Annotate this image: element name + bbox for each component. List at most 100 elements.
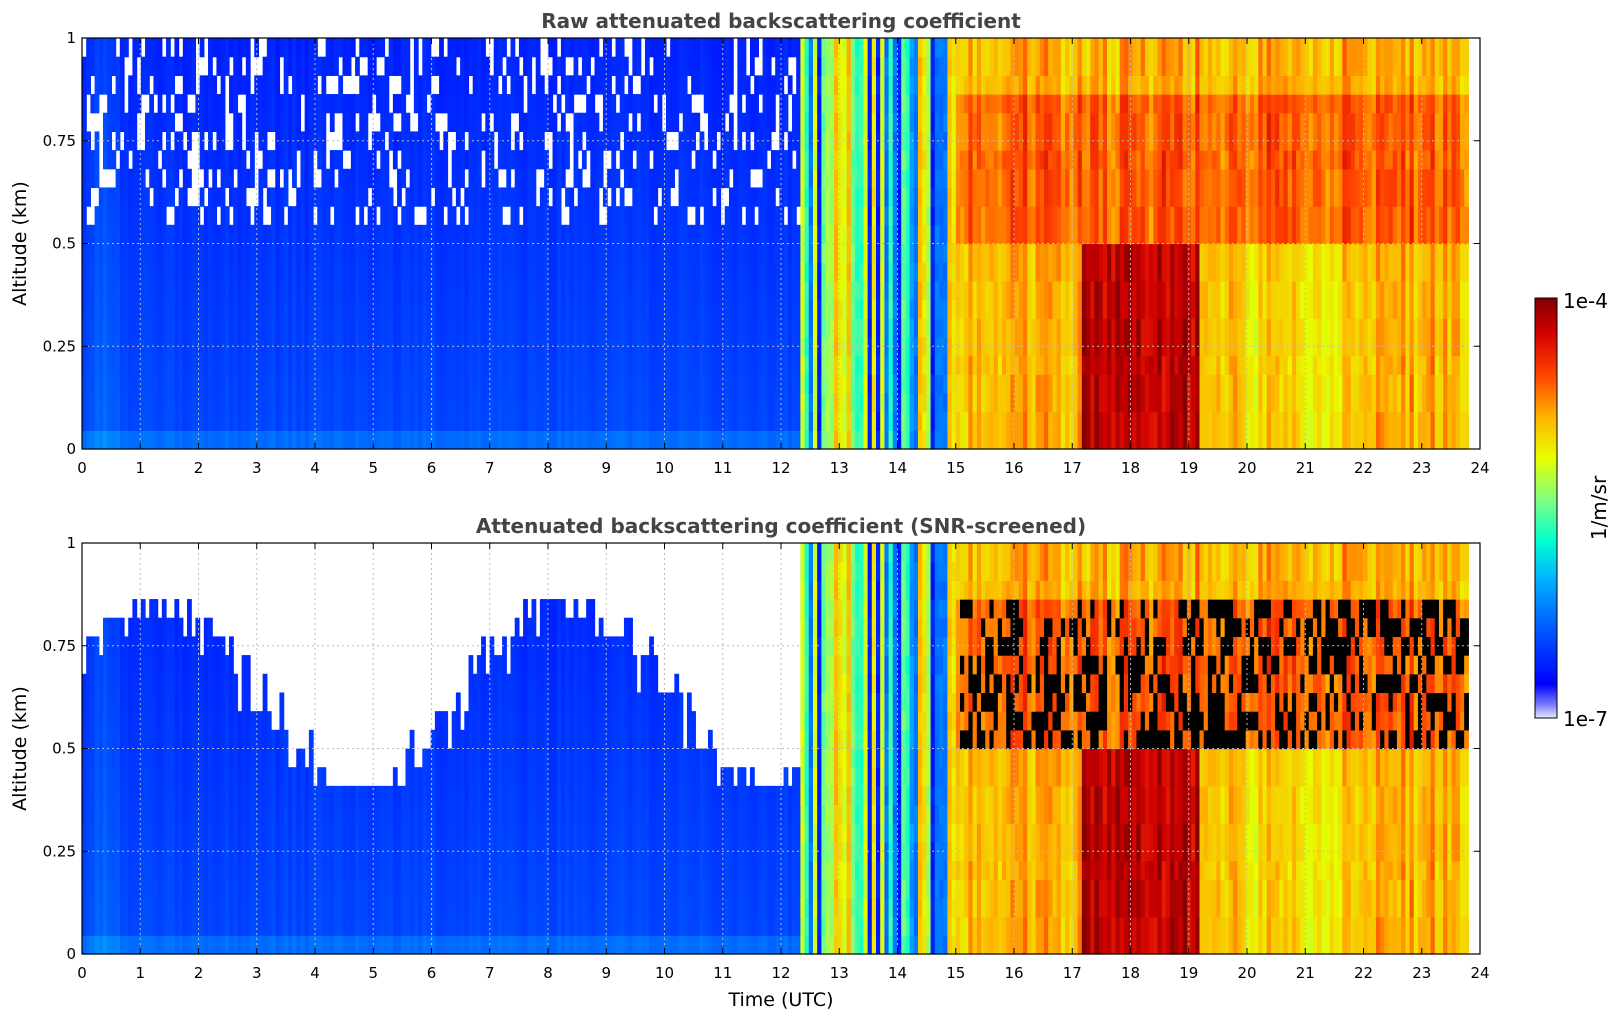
heatmap-cell <box>308 392 314 413</box>
heatmap-cell <box>376 168 381 189</box>
heatmap-cell <box>510 206 516 226</box>
heatmap-cell <box>569 336 575 357</box>
heatmap-cell <box>212 224 218 245</box>
heatmap-cell <box>208 131 213 151</box>
heatmap-cell <box>754 318 759 338</box>
heatmap-cell <box>855 411 860 431</box>
heatmap-cell <box>1044 56 1049 76</box>
heatmap-cell <box>976 150 982 170</box>
heatmap-cell <box>1023 262 1028 282</box>
heatmap-cell <box>1035 94 1041 114</box>
heatmap-cell <box>833 112 839 133</box>
heatmap-cell <box>1060 168 1066 189</box>
heatmap-cell <box>707 411 713 431</box>
heatmap-cell <box>783 224 789 245</box>
heatmap-cell <box>451 280 457 301</box>
heatmap-cell <box>644 150 650 170</box>
heatmap-cell <box>913 392 919 413</box>
heatmap-cell <box>1023 150 1028 170</box>
heatmap-cell <box>1094 299 1100 319</box>
heatmap-cell <box>665 392 671 413</box>
heatmap-cell <box>493 299 499 319</box>
heatmap-cell <box>472 243 478 263</box>
heatmap-cell <box>409 168 415 189</box>
heatmap-cell <box>157 56 163 76</box>
heatmap-cell <box>989 262 995 282</box>
heatmap-cell <box>321 392 327 413</box>
heatmap-cell <box>187 280 192 301</box>
heatmap-cell <box>964 299 970 319</box>
heatmap-cell <box>136 299 142 319</box>
heatmap-cell <box>1035 318 1041 338</box>
heatmap-cell <box>203 262 209 282</box>
heatmap-cell <box>86 374 91 394</box>
heatmap-cell <box>703 355 709 375</box>
heatmap-cell <box>913 224 919 245</box>
heatmap-cell <box>968 75 974 95</box>
heatmap-cell <box>880 374 885 394</box>
heatmap-cell <box>833 374 839 394</box>
heatmap-cell <box>229 411 234 431</box>
heatmap-cell <box>208 430 213 450</box>
heatmap-cell <box>523 206 528 226</box>
heatmap-cell <box>581 392 587 413</box>
heatmap-cell <box>506 318 512 338</box>
heatmap-cell <box>800 38 806 58</box>
heatmap-cell <box>581 56 587 76</box>
heatmap-cell <box>493 168 499 189</box>
heatmap-cell <box>111 38 117 58</box>
heatmap-cell <box>892 187 898 207</box>
heatmap-cell <box>170 243 176 263</box>
heatmap-cell <box>86 411 91 431</box>
heatmap-cell <box>842 374 848 394</box>
heatmap-cell <box>94 430 100 450</box>
heatmap-cell <box>1048 411 1054 431</box>
heatmap-cell <box>220 187 226 207</box>
heatmap-cell <box>413 430 419 450</box>
heatmap-cell <box>208 206 213 226</box>
heatmap-cell <box>985 224 991 245</box>
heatmap-cell <box>145 262 150 282</box>
heatmap-cell <box>258 94 264 114</box>
heatmap-cell <box>796 224 801 245</box>
heatmap-cell <box>506 112 512 133</box>
heatmap-cell <box>338 187 344 207</box>
heatmap-cell <box>166 187 171 207</box>
heatmap-cell <box>636 243 642 263</box>
heatmap-cell <box>317 336 323 357</box>
heatmap-cell <box>275 94 281 114</box>
heatmap-cell <box>187 430 192 450</box>
heatmap-cell <box>939 318 944 338</box>
heatmap-cell <box>770 243 776 263</box>
heatmap-cell <box>939 374 944 394</box>
heatmap-cell <box>947 38 953 58</box>
heatmap-cell <box>187 355 192 375</box>
heatmap-cell <box>527 392 533 413</box>
heatmap-cell <box>443 336 449 357</box>
heatmap-cell <box>283 187 289 207</box>
heatmap-cell <box>787 280 793 301</box>
heatmap-cell <box>758 374 764 394</box>
heatmap-cell <box>838 355 843 375</box>
heatmap-cell <box>308 299 314 319</box>
heatmap-cell <box>413 94 419 114</box>
heatmap-cell <box>590 150 596 170</box>
heatmap-cell <box>409 318 415 338</box>
heatmap-cell <box>153 262 159 282</box>
heatmap-cell <box>140 299 146 319</box>
heatmap-cell <box>195 206 201 226</box>
heatmap-cell <box>653 112 659 133</box>
heatmap-cell <box>271 392 276 413</box>
heatmap-cell <box>892 318 898 338</box>
heatmap-cell <box>98 374 104 394</box>
heatmap-cell <box>199 150 205 170</box>
heatmap-cell <box>1056 187 1062 207</box>
heatmap-cell <box>409 430 415 450</box>
heatmap-cell <box>720 280 726 301</box>
heatmap-cell <box>955 75 961 95</box>
heatmap-cell <box>649 299 654 319</box>
heatmap-cell <box>187 56 192 76</box>
heatmap-cell <box>712 38 717 58</box>
heatmap-cell <box>140 262 146 282</box>
heatmap-cell <box>1069 392 1075 413</box>
